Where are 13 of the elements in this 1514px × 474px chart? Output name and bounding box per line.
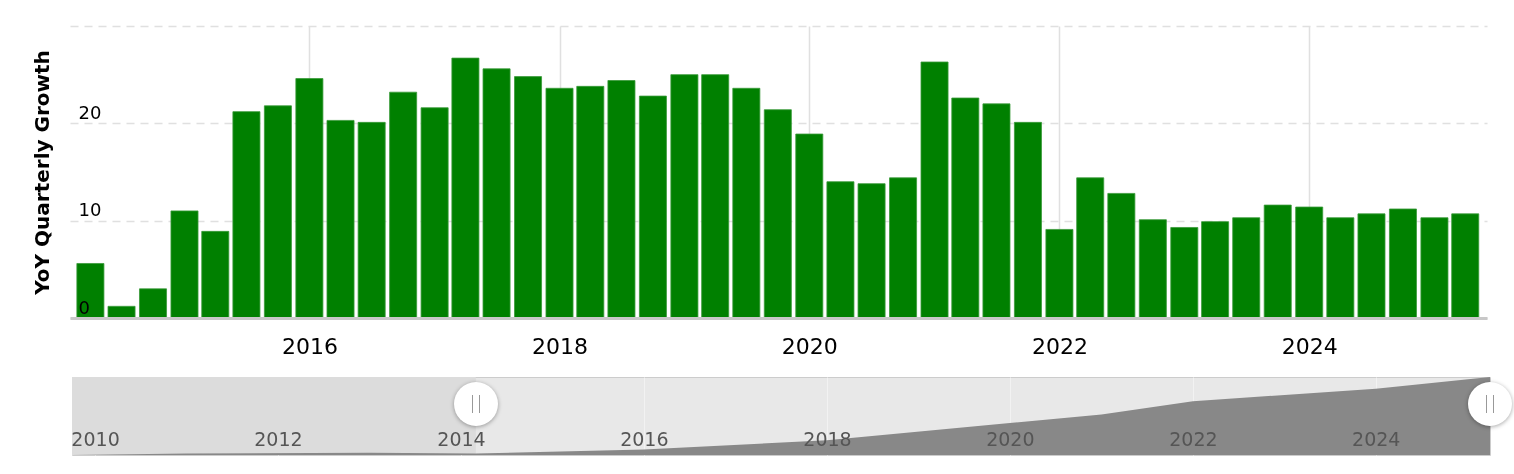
y-axis-title: YoY Quarterly Growth	[29, 50, 54, 296]
x-tick-label: 2012	[254, 427, 303, 450]
x-tick-label: 2016	[281, 333, 338, 359]
y-tick-label: 0	[78, 296, 90, 318]
x-tick-label: 2016	[620, 427, 669, 450]
x-tick-label: 2020	[781, 333, 838, 359]
x-tick-label: 2022	[1031, 333, 1088, 359]
x-tick-label: 2024	[1281, 333, 1338, 359]
x-tick-label: 2010	[71, 427, 120, 450]
x-tick-label: 2014	[437, 427, 486, 450]
y-tick-label: 20	[78, 101, 102, 123]
y-tick-label: 10	[78, 199, 102, 221]
x-tick-label: 2018	[532, 333, 589, 359]
